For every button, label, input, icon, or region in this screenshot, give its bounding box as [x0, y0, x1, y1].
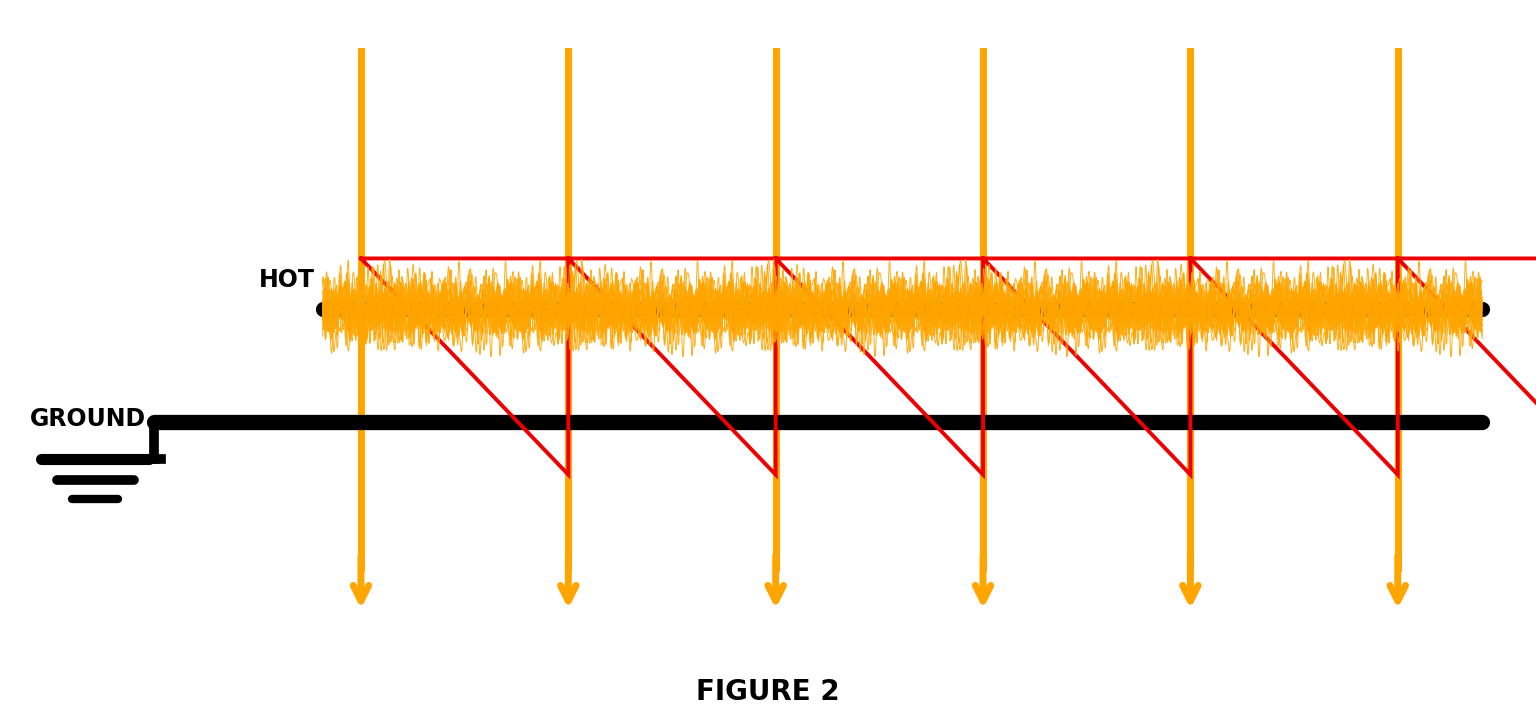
Text: FIGURE 2: FIGURE 2	[696, 678, 840, 705]
Text: HOT: HOT	[260, 269, 315, 292]
Text: GROUND: GROUND	[29, 407, 146, 430]
